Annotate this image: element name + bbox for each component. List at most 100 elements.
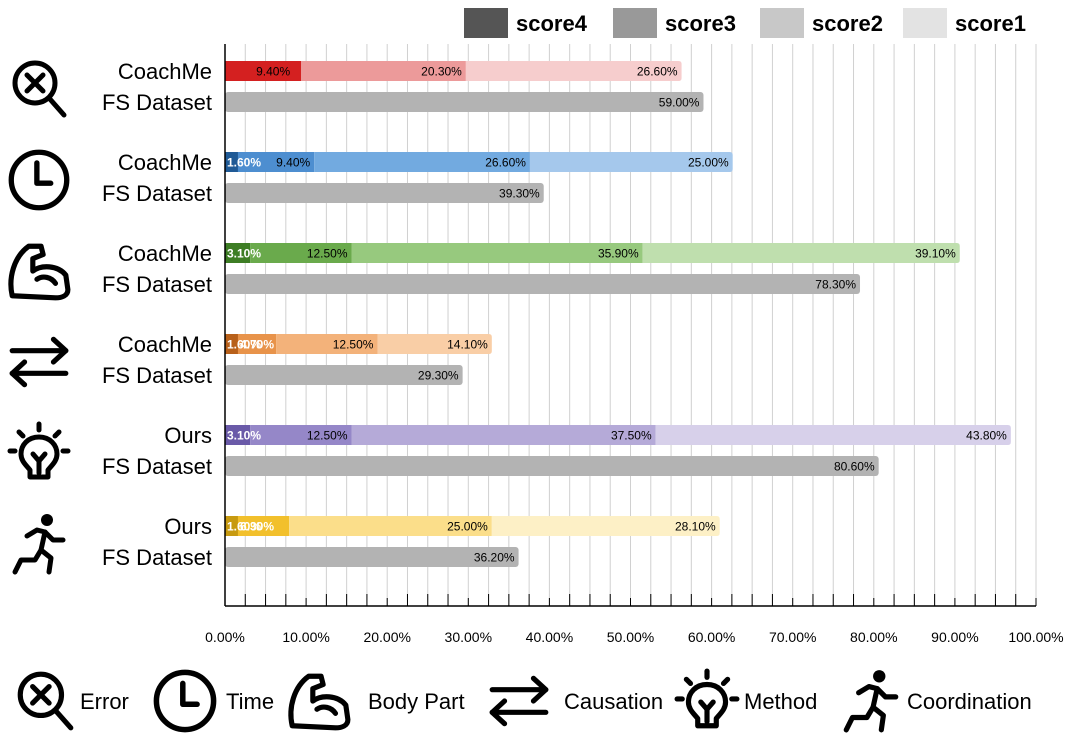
bar-segment	[225, 516, 238, 536]
clock-icon	[156, 672, 213, 729]
segment-label: 12.50%	[333, 338, 374, 352]
x-tick-label: 90.00%	[931, 629, 978, 645]
segment-label: 9.40%	[276, 156, 310, 170]
legend-label-score4: score4	[516, 11, 588, 36]
bottom-legend-label: Error	[80, 689, 129, 714]
bar-segment	[351, 243, 643, 263]
legend-swatch-score3	[613, 8, 657, 38]
fs-dataset-bar	[225, 365, 463, 385]
segment-label: 28.10%	[675, 520, 716, 534]
legend: score4 score3 score2 score1	[464, 8, 1026, 38]
legend-label-score3: score3	[665, 11, 736, 36]
bottom-legend-label: Method	[744, 689, 817, 714]
x-tick-label: 80.00%	[850, 629, 897, 645]
bar-segment	[225, 334, 238, 354]
axis-layer	[224, 44, 1037, 607]
segment-label: 43.80%	[966, 429, 1007, 443]
fs-dataset-bar	[225, 92, 704, 112]
fs-dataset-value-label: 29.30%	[418, 369, 459, 383]
labels-layer: 0.00% 10.00% 20.00% 30.00% 40.00% 50.00% 60.00…	[102, 59, 1064, 645]
group-top-label: Ours	[164, 514, 212, 539]
bar-segment	[250, 425, 352, 445]
fs-dataset-bar	[225, 547, 519, 567]
exchange-arrows-icon	[12, 339, 66, 384]
segment-label: 26.60%	[637, 65, 678, 79]
bar-segment	[314, 152, 530, 172]
bottom-legend-label: Time	[226, 689, 274, 714]
bar-segment	[237, 334, 277, 354]
bar-segment	[225, 152, 238, 172]
segment-label: 4.70%	[240, 338, 274, 352]
icons-layer	[10, 63, 68, 572]
segment-label: 1.60%	[227, 156, 261, 170]
segment-label: 14.10%	[447, 338, 488, 352]
segment-label: 35.90%	[598, 247, 639, 261]
x-tick-label: 100.00%	[1008, 629, 1063, 645]
legend-swatch-score4	[464, 8, 508, 38]
legend-swatch-score2	[760, 8, 804, 38]
segment-label: 37.50%	[611, 429, 652, 443]
bar-segment	[225, 425, 251, 445]
bar-segment	[289, 516, 492, 536]
group-bottom-label: FS Dataset	[102, 363, 212, 388]
fs-dataset-bar	[225, 274, 861, 294]
exchange-arrows-icon	[492, 678, 546, 723]
segment-label: 3.10%	[227, 429, 261, 443]
bottom-legend-label: Causation	[564, 689, 663, 714]
fs-dataset-value-label: 39.30%	[499, 187, 540, 201]
segment-label: 3.10%	[227, 247, 261, 261]
bar-segment	[237, 152, 315, 172]
fs-dataset-value-label: 78.30%	[815, 278, 856, 292]
segment-label: 20.30%	[421, 65, 462, 79]
bottom-legend-label: Body Part	[368, 689, 465, 714]
fs-dataset-value-label: 36.20%	[474, 551, 515, 565]
bar-segment	[529, 152, 733, 172]
bar-segment	[237, 516, 290, 536]
lightbulb-icon	[677, 671, 737, 726]
x-tick-label: 0.00%	[205, 629, 245, 645]
segment-label: 12.50%	[307, 247, 348, 261]
bar-segment	[301, 61, 466, 81]
bar-segment	[351, 425, 656, 445]
group-bottom-label: FS Dataset	[102, 90, 212, 115]
bar-segment	[225, 61, 302, 81]
fs-dataset-value-label: 59.00%	[659, 96, 700, 110]
running-person-icon	[846, 670, 896, 730]
bar-segment	[642, 243, 960, 263]
fs-dataset-value-label: 80.60%	[834, 460, 875, 474]
x-tick-label: 40.00%	[526, 629, 573, 645]
bottom-legend-label: Coordination	[907, 689, 1032, 714]
group-top-label: CoachMe	[118, 150, 212, 175]
bar-segment	[225, 243, 251, 263]
segment-label: 1.60%	[227, 520, 261, 534]
segment-label: 12.50%	[307, 429, 348, 443]
legend-label-score1: score1	[955, 11, 1026, 36]
segment-label: 25.00%	[447, 520, 488, 534]
magnifier-x-icon	[15, 63, 64, 115]
x-tick-label: 50.00%	[607, 629, 654, 645]
magnifier-x-icon	[20, 674, 71, 728]
x-tick-label: 60.00%	[688, 629, 735, 645]
flexed-arm-icon	[291, 676, 348, 728]
segment-label: 1.60%	[227, 338, 261, 352]
lightbulb-icon	[10, 424, 68, 477]
group-bottom-label: FS Dataset	[102, 181, 212, 206]
bottom-legend: Error Time Body Part Causation Method Coordin…	[20, 670, 1032, 730]
group-top-label: Ours	[164, 423, 212, 448]
x-tick-label: 30.00%	[445, 629, 492, 645]
x-tick-label: 70.00%	[769, 629, 816, 645]
bar-segment	[250, 243, 352, 263]
clock-icon	[11, 152, 66, 207]
fs-dataset-bar	[225, 456, 879, 476]
group-bottom-label: FS Dataset	[102, 272, 212, 297]
segment-label: 26.60%	[485, 156, 526, 170]
legend-swatch-score1	[903, 8, 947, 38]
segment-label: 25.00%	[688, 156, 729, 170]
group-top-label: CoachMe	[118, 241, 212, 266]
fs-dataset-bar	[225, 183, 544, 203]
bar-segment	[491, 516, 720, 536]
bars-layer	[225, 61, 1011, 567]
grid-layer	[244, 44, 1037, 606]
bar-segment	[465, 61, 682, 81]
